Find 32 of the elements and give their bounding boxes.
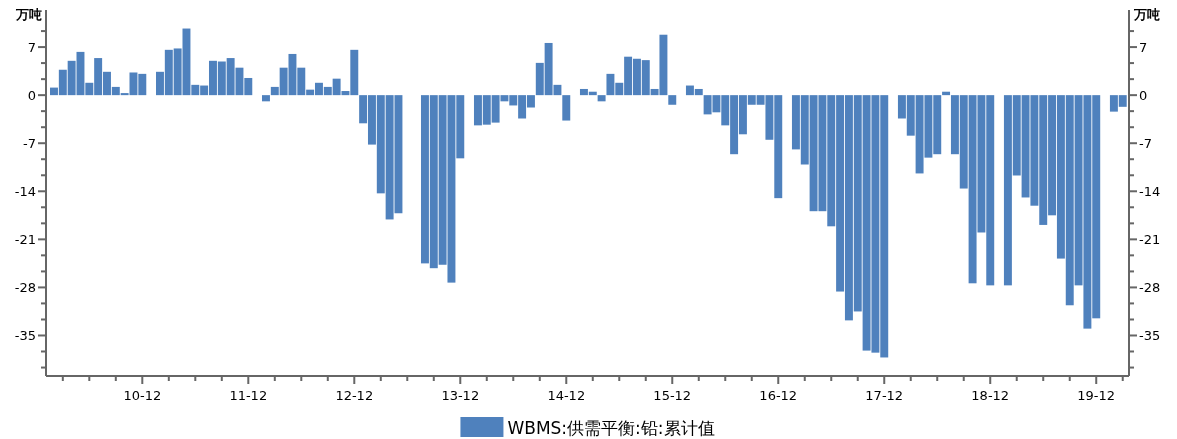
bar [597, 95, 606, 102]
x-tick-label: 10-12 [123, 388, 162, 403]
y2-tick-label: -14 [1139, 184, 1161, 200]
y2-tick-label: -7 [1139, 136, 1152, 152]
x-tick-label: 11-12 [229, 388, 268, 403]
y-tick-label: 0 [27, 88, 36, 104]
x-tick-label: 13-12 [441, 388, 480, 403]
x-tick-label: 19-12 [1077, 388, 1116, 403]
y2-tick-label: 0 [1139, 88, 1148, 104]
y-tick-label: 7 [27, 40, 36, 56]
bar [668, 95, 677, 105]
y2-axis-title: 万吨 [1133, 7, 1160, 22]
x-tick-label: 12-12 [335, 388, 374, 403]
legend-label: WBMS:供需平衡:铅:累计值 [507, 418, 715, 438]
y-tick-label: -7 [23, 136, 36, 152]
y-tick-label: -21 [14, 232, 36, 248]
y2-tick-label: -35 [1139, 328, 1161, 344]
x-tick-label: 18-12 [971, 388, 1010, 403]
bar [562, 95, 571, 121]
y2-tick-label: -21 [1139, 232, 1161, 248]
bar [261, 95, 270, 102]
x-tick-label: 16-12 [759, 388, 798, 403]
y2-tick-label: -28 [1139, 280, 1161, 296]
y-tick-label: -14 [14, 184, 36, 200]
y-tick-label: -35 [14, 328, 36, 344]
y2-tick-label: 7 [1139, 40, 1148, 56]
x-tick-label: 15-12 [653, 388, 692, 403]
y-tick-label: -28 [14, 280, 36, 296]
y-axis-title: 万吨 [15, 7, 42, 22]
legend: WBMS:供需平衡:铅:累计值 [460, 417, 715, 438]
x-tick-label: 14-12 [547, 388, 586, 403]
x-tick-label: 17-12 [865, 388, 904, 403]
